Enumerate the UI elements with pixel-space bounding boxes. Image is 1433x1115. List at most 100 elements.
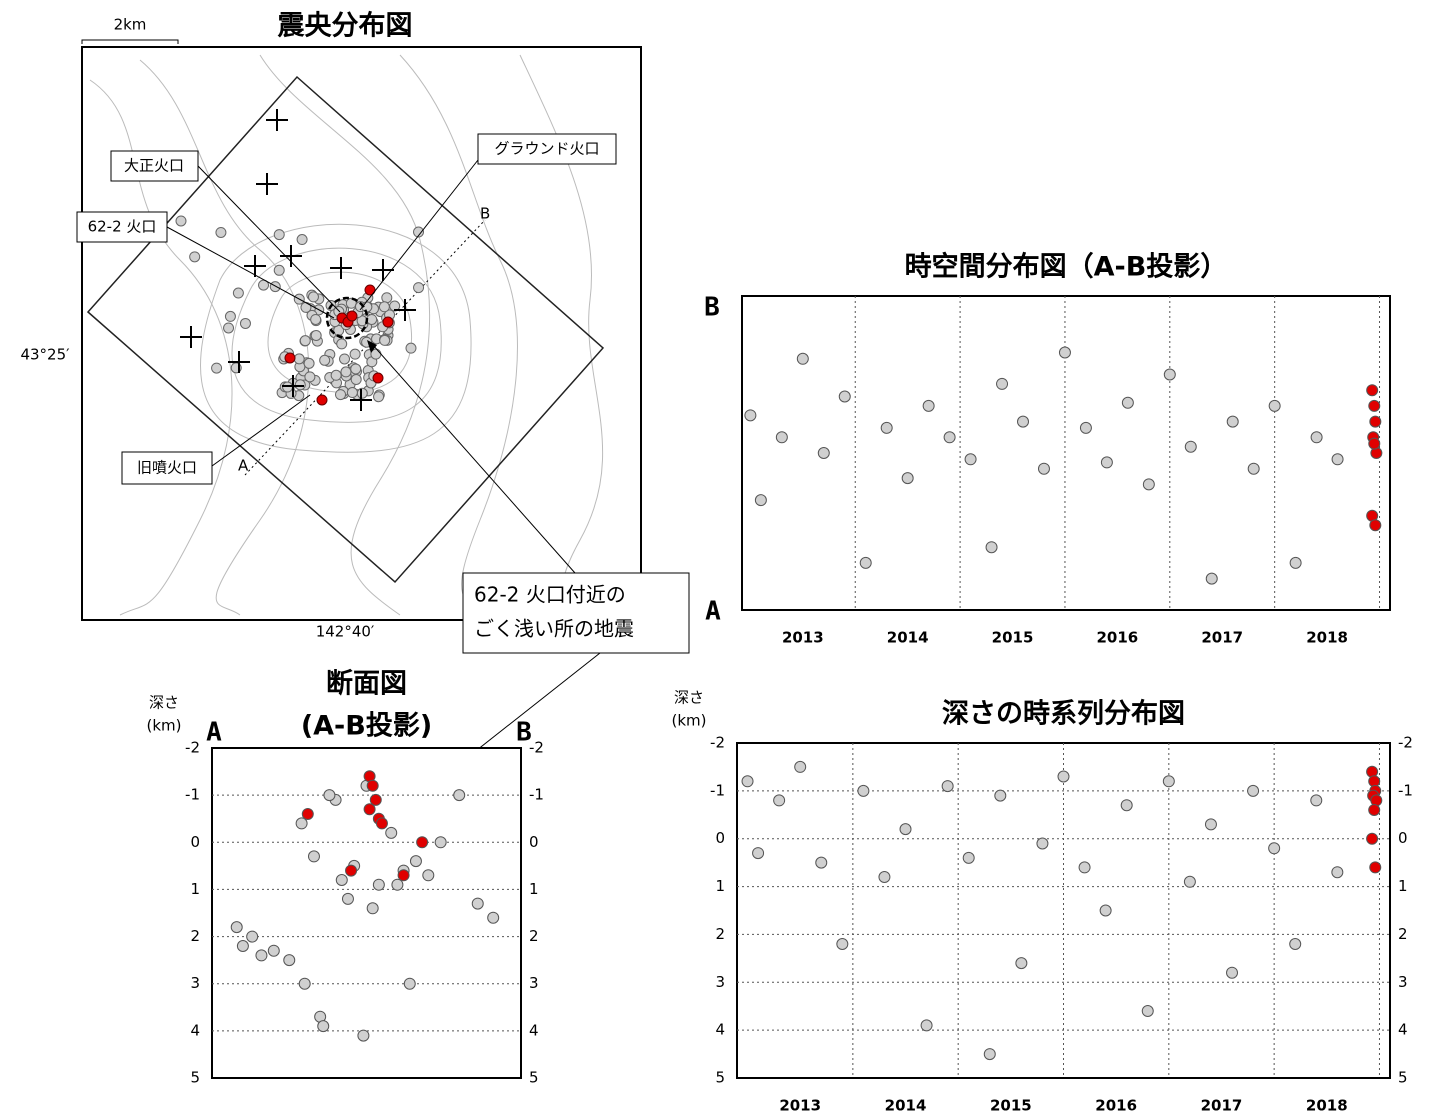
data-point (1310, 431, 1323, 444)
data-point (1205, 572, 1218, 585)
data-point (1079, 421, 1092, 434)
data-point (1226, 415, 1239, 428)
data-point (754, 494, 767, 507)
y-axis-label: (km) (671, 712, 706, 730)
y-tick-label-right: 5 (529, 1069, 539, 1087)
note-box (462, 572, 690, 654)
map-point (382, 316, 394, 328)
data-point (1142, 478, 1155, 491)
point-a: A (238, 457, 249, 475)
y-tick-label: 4 (715, 1021, 725, 1039)
y-tick-label: 5 (190, 1069, 200, 1087)
data-point (375, 817, 388, 830)
y-tick-label: 0 (715, 829, 725, 847)
data-point (1057, 770, 1070, 783)
map-point (239, 317, 251, 329)
data-point (323, 789, 336, 802)
map-point (335, 389, 347, 401)
chart-title: 深さの時系列分布図 (942, 699, 1185, 730)
map-point (175, 215, 187, 227)
data-point (1226, 966, 1239, 979)
data-point (385, 826, 398, 839)
data-point (397, 869, 410, 882)
data-point (283, 954, 296, 967)
data-point (836, 938, 849, 950)
map-point (232, 287, 244, 299)
data-point (487, 911, 500, 924)
lon-label: 142°40′ (316, 623, 375, 641)
x-tick-label: 2016 (1097, 629, 1139, 647)
data-point (453, 789, 466, 802)
map-point (299, 335, 311, 347)
map-point (356, 387, 368, 399)
map-point (350, 363, 362, 375)
map-point (372, 372, 384, 384)
y-tick-label-right: -1 (1398, 781, 1413, 799)
data-point (345, 864, 358, 877)
map-point (336, 338, 348, 350)
data-point (307, 850, 320, 863)
map-point (349, 348, 361, 360)
y-tick-label-right: 3 (1398, 973, 1408, 991)
data-point (409, 855, 422, 868)
map-point (381, 292, 393, 304)
data-point (775, 431, 788, 444)
chart-title: 時空間分布図（A-B投影） (905, 251, 1228, 283)
note-line: ごく浅い所の地震 (474, 617, 634, 641)
map-point (366, 313, 378, 325)
map-point (296, 234, 308, 246)
map-point (350, 373, 362, 385)
note-line: 62-2 火口付近の (474, 583, 626, 607)
y-tick-label-right: 2 (1398, 925, 1408, 943)
map-point (373, 391, 385, 403)
data-point (416, 836, 429, 849)
data-point (1017, 415, 1030, 428)
data-point (1368, 399, 1381, 412)
data-point (363, 803, 376, 816)
data-point (1247, 784, 1260, 797)
data-point (236, 940, 249, 952)
map-frame (81, 46, 642, 621)
x-tick-label: 2018 (1306, 1097, 1348, 1115)
map-point (413, 282, 425, 294)
data-point (1369, 519, 1382, 532)
data-point (357, 1029, 370, 1042)
data-point (1289, 556, 1302, 569)
x-tick-label: 2016 (1095, 1097, 1137, 1115)
map-point (294, 379, 306, 391)
map-point (364, 284, 376, 296)
data-point (1331, 453, 1344, 466)
data-point (1247, 462, 1260, 475)
x-tick-label: 2015 (990, 1097, 1032, 1115)
map-point (273, 264, 285, 276)
x-tick-label: 2013 (779, 1097, 821, 1115)
data-point (295, 817, 308, 830)
map-point (319, 354, 331, 366)
y-tick-label-right: 0 (529, 833, 539, 851)
scale-label: 2km (114, 16, 147, 34)
data-point (1037, 462, 1050, 475)
y-tick-label-right: 5 (1398, 1069, 1408, 1087)
data-point (985, 541, 998, 554)
data-point (1184, 440, 1197, 453)
map-point (300, 301, 312, 313)
y-tick-label-right: 1 (1398, 877, 1408, 895)
data-point (817, 447, 830, 459)
data-point (1366, 832, 1379, 845)
data-point (962, 851, 975, 864)
data-point (996, 377, 1009, 390)
data-point (994, 789, 1007, 802)
map-point (211, 362, 223, 374)
y-tick-label: 5 (715, 1069, 725, 1087)
y-tick-label-right: 1 (529, 880, 539, 898)
map-point (316, 394, 328, 406)
chart-title: 断面図 (326, 669, 407, 700)
y-tick-label: -2 (710, 734, 725, 752)
data-point (1368, 804, 1381, 816)
data-point (741, 775, 754, 788)
a-b-line (244, 219, 486, 476)
data-point (317, 1020, 330, 1033)
data-point (298, 977, 311, 990)
data-point (1120, 799, 1133, 812)
